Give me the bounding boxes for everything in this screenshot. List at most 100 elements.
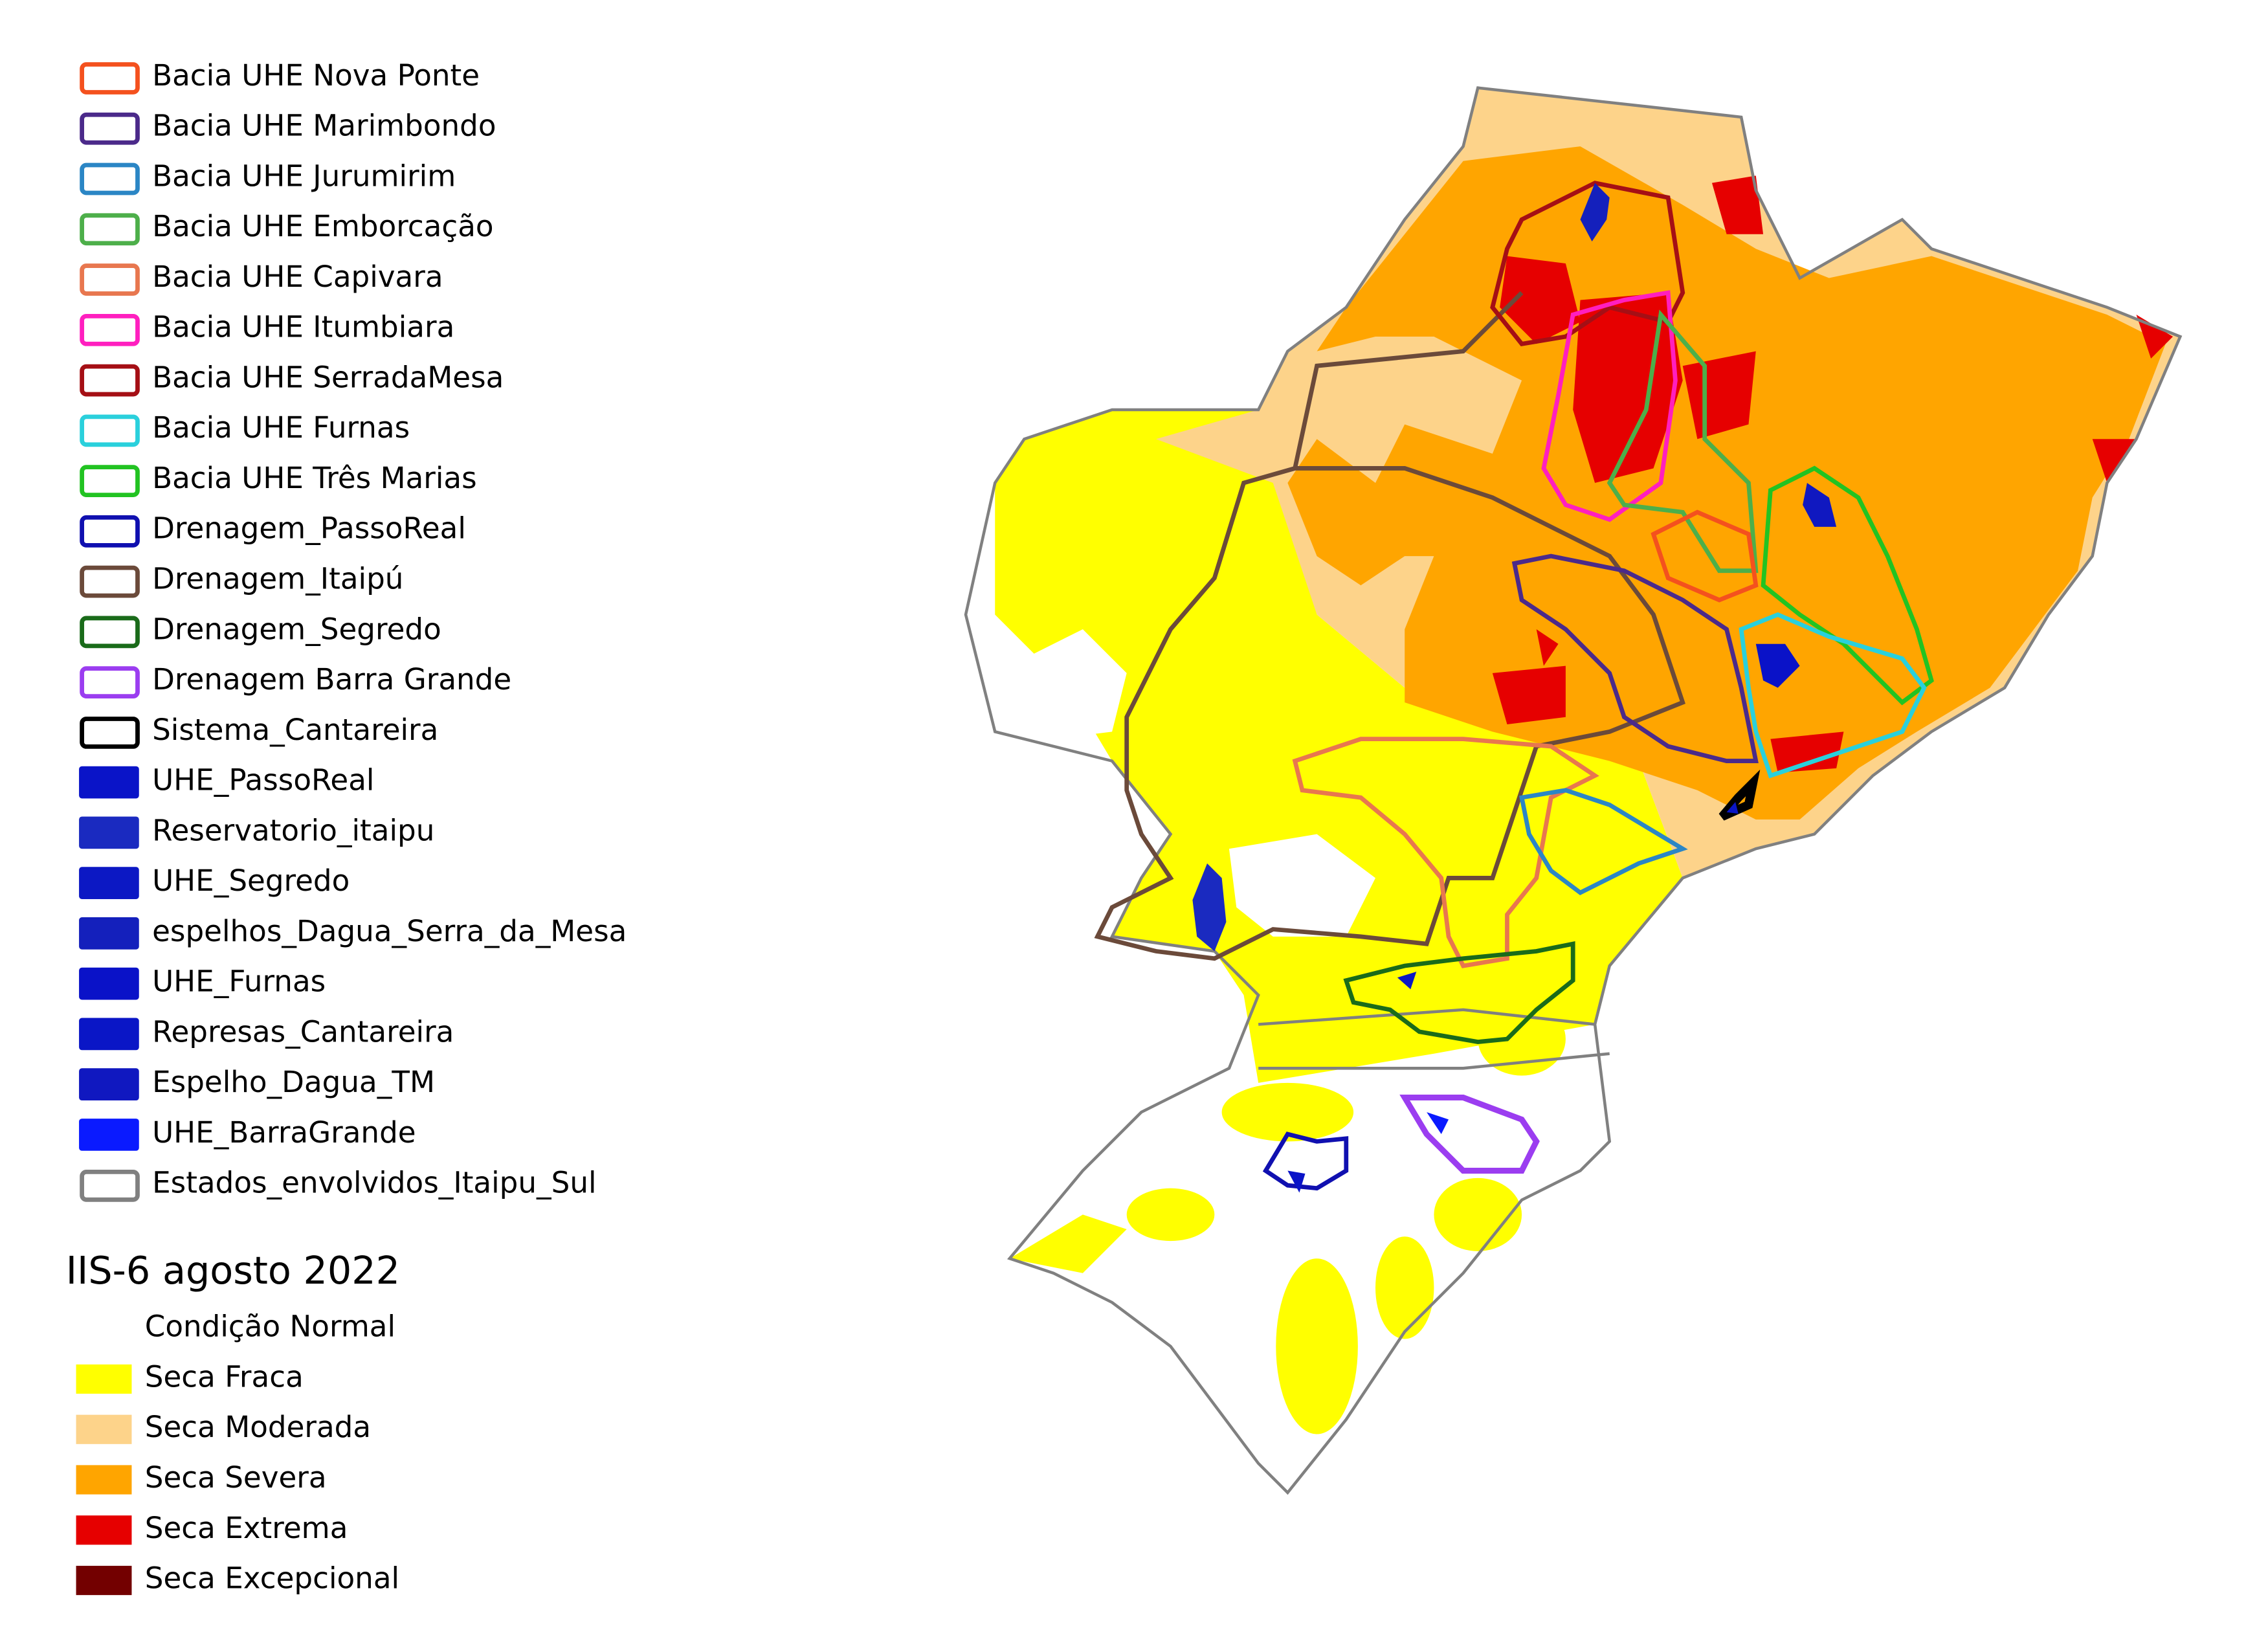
reservoir (1726, 801, 1739, 814)
legend-label: Drenagem Barra Grande (152, 662, 511, 697)
basin-outline (1761, 465, 1934, 706)
legend-label: Seca Extrema (145, 1511, 348, 1545)
reservoir (1192, 863, 1227, 952)
legend-label: Bacia UHE SerradaMesa (152, 360, 504, 394)
legend-swatch (80, 616, 140, 649)
legend-label: Seca Fraca (145, 1359, 304, 1394)
legend-label: UHE_PassoReal (152, 763, 374, 797)
legend-label: Sistema_Cantareira (152, 713, 438, 747)
legend-swatch (79, 967, 139, 1000)
drought-area (1228, 834, 1376, 937)
drought-area (1009, 1214, 1127, 1273)
reservoir (1287, 1170, 1306, 1193)
legend-swatch (80, 62, 140, 95)
legend-swatch (80, 414, 140, 447)
legend-swatch (80, 666, 140, 699)
basin-outline (1606, 309, 1759, 574)
legend-swatch (79, 766, 139, 799)
drought-area (1434, 1177, 1522, 1251)
basin-outline (1651, 509, 1759, 603)
legend-label: Bacia UHE Capivara (152, 260, 443, 294)
legend-label: Seca Excepcional (145, 1561, 399, 1596)
legend-label: Drenagem_Itaipú (152, 562, 403, 596)
legend-swatch (80, 364, 140, 397)
basin-outline (1541, 290, 1678, 522)
legend-label: Espelho_Dagua_TM (152, 1065, 435, 1099)
basin-outline (1519, 788, 1688, 896)
state-outline (964, 86, 2183, 1495)
legend-label: Bacia UHE Três Marias (152, 461, 477, 495)
legend-swatch (79, 816, 139, 849)
legend-label: Drenagem_Segredo (152, 612, 441, 646)
legend-label: Seca Moderada (145, 1410, 371, 1444)
basin-outline (1262, 1132, 1349, 1191)
drought-area (1478, 1002, 1566, 1076)
legend-label: Bacia UHE Jurumirim (152, 159, 456, 193)
legend-label: UHE_Furnas (152, 964, 326, 999)
drought-area (1221, 1082, 1354, 1142)
legend-swatch (80, 465, 140, 497)
reservoir (1580, 183, 1610, 242)
map (964, 86, 2183, 1495)
basin-outline (1343, 941, 1575, 1045)
drought-area (1375, 1236, 1434, 1339)
basin-outline (1292, 737, 1599, 968)
legend-swatch (76, 1465, 132, 1495)
drought-area (1536, 629, 1559, 666)
legend-swatch (80, 1169, 140, 1202)
legend-swatch (80, 313, 140, 346)
reservoir (1803, 483, 1837, 527)
legend-swatch (79, 867, 139, 899)
legend-swatch (76, 1515, 132, 1545)
legend-swatch (76, 1414, 132, 1444)
legend-label: Bacia UHE Marimbondo (152, 109, 496, 143)
drought-area (1009, 629, 1127, 739)
drought-legend: IIS-6 agosto 2022 Condição Normal Seca Fr… (66, 1248, 400, 1596)
drought-area (1500, 256, 1581, 344)
legend-label: Bacia UHE Emborcação (152, 209, 494, 243)
basin-outline (1399, 1095, 1540, 1174)
legend-swatch (79, 1119, 139, 1151)
drought-area (1682, 351, 1756, 440)
legend-label: Drenagem_PassoReal (152, 511, 466, 546)
legend-swatch (76, 1364, 132, 1394)
legend-swatch (79, 1068, 139, 1101)
legend-label: Bacia UHE Itumbiara (152, 310, 454, 344)
reservoir (1397, 972, 1417, 990)
legend-swatch (79, 1018, 139, 1051)
legend-swatch (80, 565, 140, 598)
drought-area (1770, 731, 1844, 773)
legend-label: UHE_BarraGrande (152, 1115, 416, 1150)
legend: Bacia UHE Nova Ponte Bacia UHE Marimbondo… (79, 58, 627, 1202)
legend-swatch (80, 717, 140, 749)
legend-swatch (76, 1565, 132, 1596)
reservoir (1755, 643, 1800, 688)
drought-area (1126, 1188, 1215, 1242)
legend-label: Represas_Cantareira (152, 1014, 454, 1049)
drought-area (1711, 175, 1764, 234)
basin-outline (1718, 769, 1761, 821)
legend-swatch (80, 263, 140, 296)
legend-label: Bacia UHE Nova Ponte (152, 58, 480, 93)
legend-swatch (80, 213, 140, 246)
legend-label: UHE_Segredo (152, 864, 350, 898)
basin-outline (1094, 291, 1685, 961)
legend-swatch (80, 112, 140, 145)
legend-label: espelhos_Dagua_Serra_da_Mesa (152, 914, 627, 948)
drought-area (2092, 439, 2137, 484)
reservoir (1427, 1112, 1449, 1135)
legend-swatch (76, 1314, 132, 1344)
basin-outline (1490, 181, 1685, 346)
legend-label: Condição Normal (145, 1310, 395, 1344)
basin-outline (1511, 553, 1759, 763)
legend-title: IIS-6 agosto 2022 (66, 1248, 400, 1293)
legend-swatch (80, 515, 140, 548)
basin-outline (1739, 612, 1927, 779)
legend-swatch (80, 162, 140, 195)
drought-area (2136, 315, 2174, 359)
drought-area (1492, 665, 1566, 725)
legend-label: Seca Severa (145, 1460, 327, 1495)
drought-area (1276, 1258, 1358, 1434)
legend-label: Bacia UHE Furnas (152, 410, 410, 445)
